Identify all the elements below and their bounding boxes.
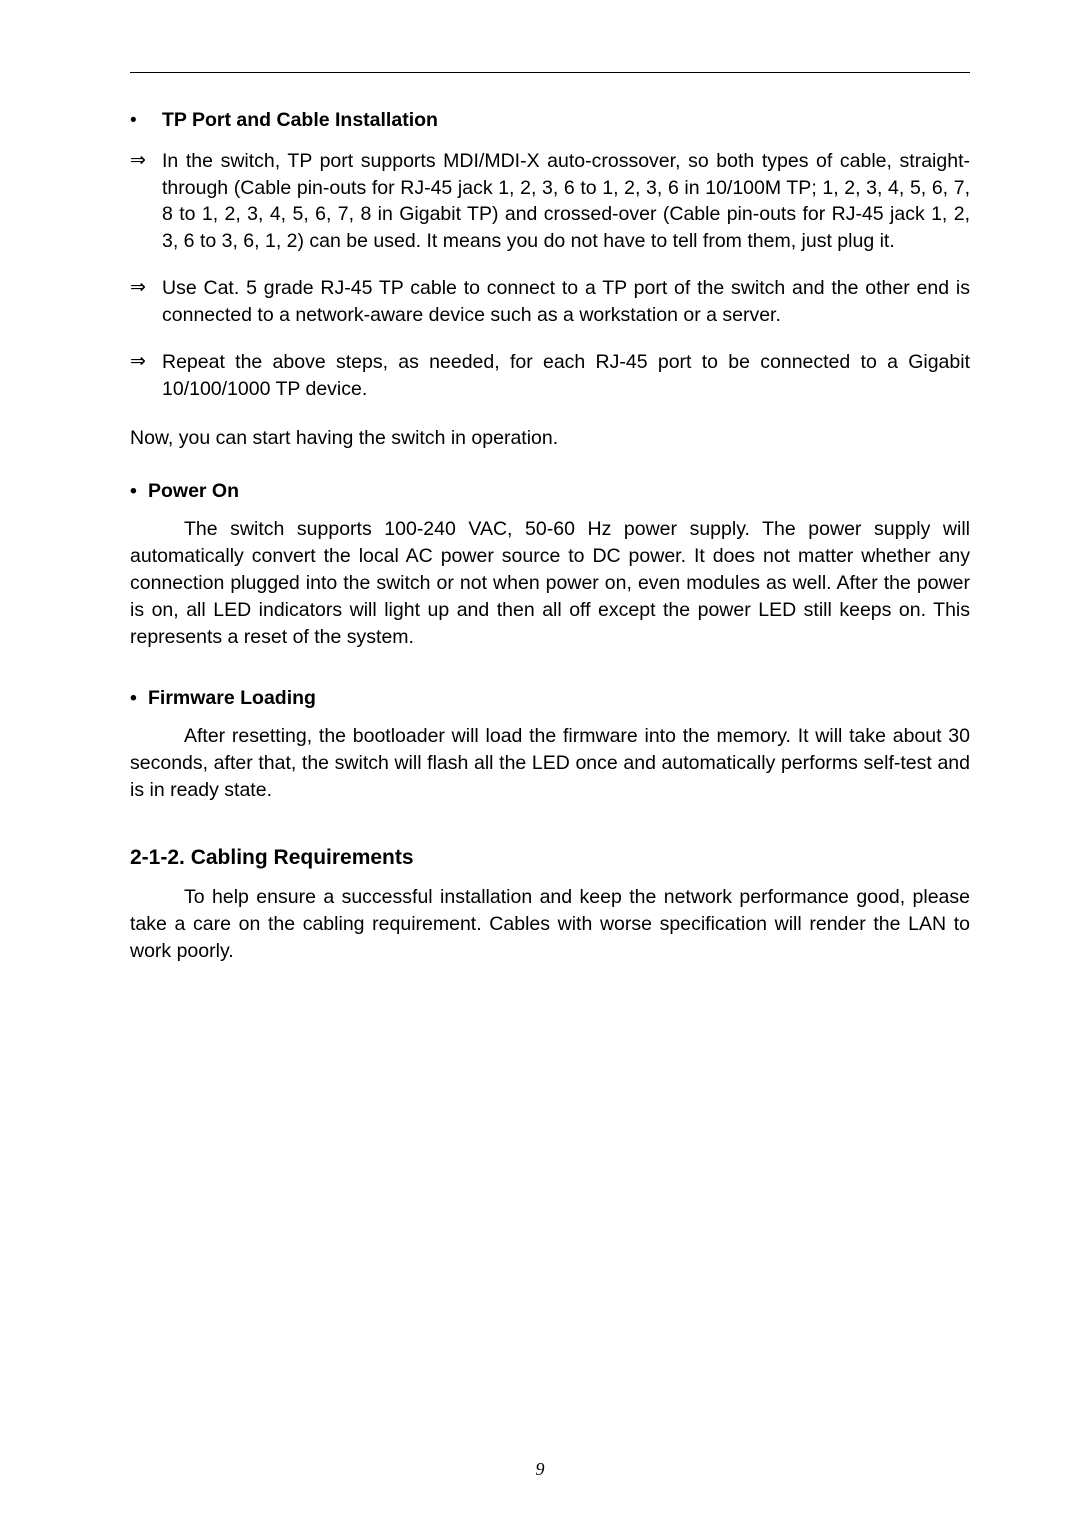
arrow-item: ⇒ In the switch, TP port supports MDI/MD… (130, 148, 970, 256)
cabling-heading: 2-1-2. Cabling Requirements (130, 844, 970, 872)
firmware-heading: Firmware Loading (148, 685, 316, 711)
arrow-icon: ⇒ (130, 148, 162, 174)
arrow-icon: ⇒ (130, 275, 162, 301)
bullet-dot-icon: • (130, 107, 162, 134)
cabling-text: To help ensure a successful installation… (130, 884, 970, 965)
firmware-heading-row: • Firmware Loading (130, 685, 970, 711)
page-content: • TP Port and Cable Installation ⇒ In th… (0, 0, 1080, 1005)
top-divider (130, 72, 970, 73)
power-on-heading: Power On (148, 478, 239, 504)
operation-para: Now, you can start having the switch in … (130, 425, 970, 452)
arrow-icon: ⇒ (130, 349, 162, 375)
arrow-text: Repeat the above steps, as needed, for e… (162, 349, 970, 403)
tp-port-heading-row: • TP Port and Cable Installation (130, 107, 970, 134)
tp-port-heading: TP Port and Cable Installation (162, 107, 438, 133)
power-on-heading-row: • Power On (130, 478, 970, 504)
bullet-dot-icon: • (130, 478, 148, 504)
power-on-text: The switch supports 100-240 VAC, 50-60 H… (130, 516, 970, 651)
firmware-text: After resetting, the bootloader will loa… (130, 723, 970, 804)
arrow-item: ⇒ Use Cat. 5 grade RJ-45 TP cable to con… (130, 275, 970, 329)
arrow-text: In the switch, TP port supports MDI/MDI-… (162, 148, 970, 256)
arrow-text: Use Cat. 5 grade RJ-45 TP cable to conne… (162, 275, 970, 329)
arrow-item: ⇒ Repeat the above steps, as needed, for… (130, 349, 970, 403)
page-number: 9 (0, 1459, 1080, 1480)
bullet-dot-icon: • (130, 685, 148, 711)
